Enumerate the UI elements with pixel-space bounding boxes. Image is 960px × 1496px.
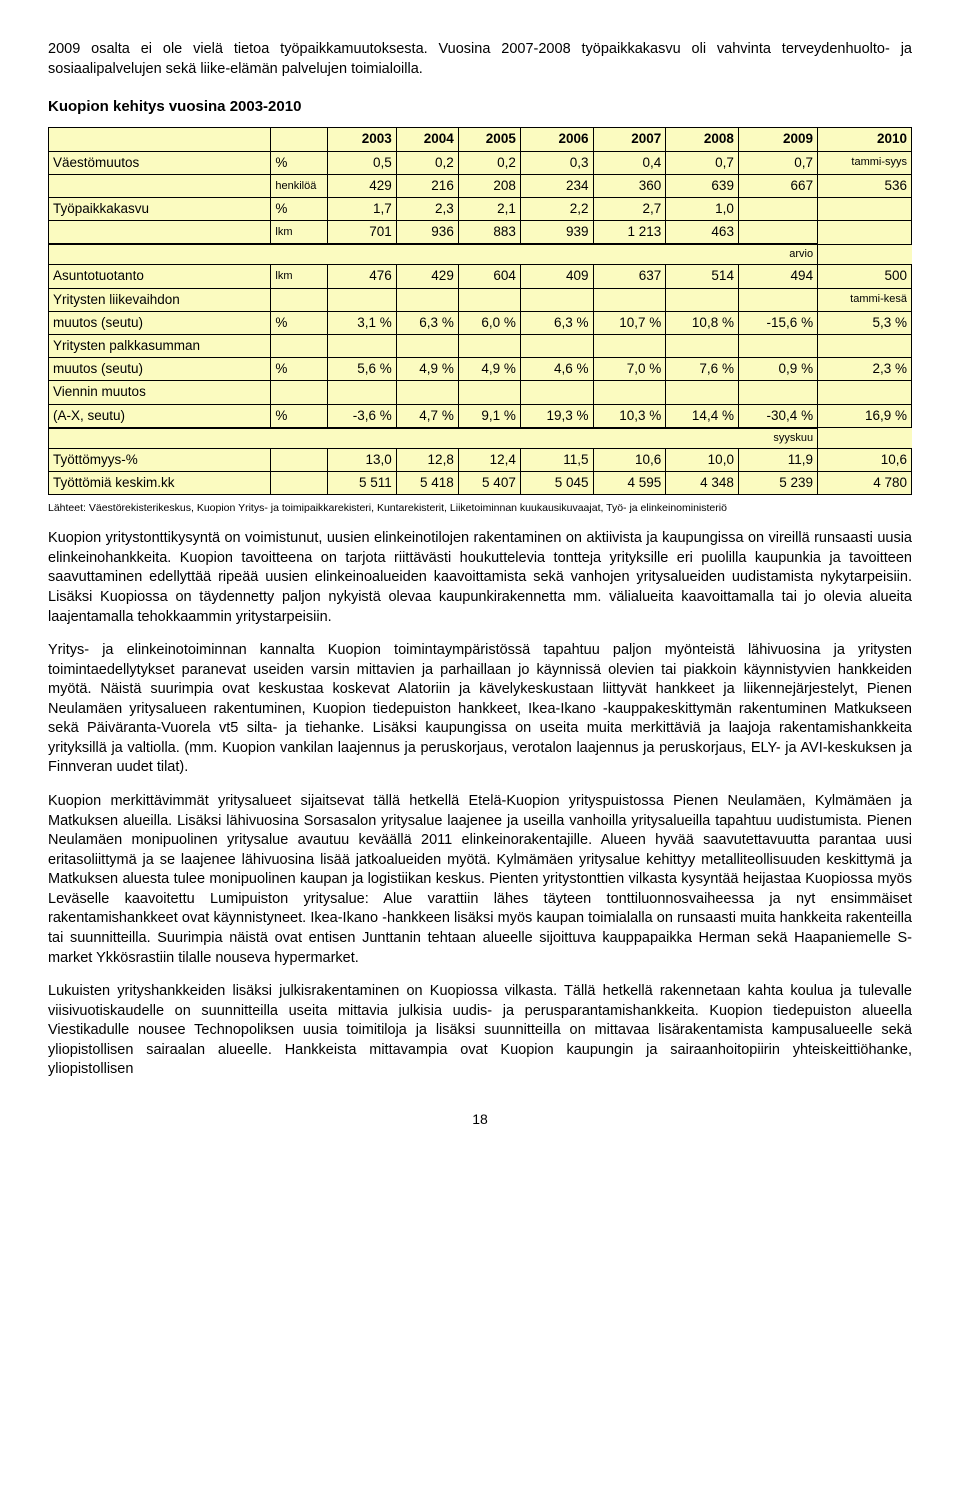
- table-heading: Kuopion kehitys vuosina 2003-2010: [48, 97, 912, 117]
- data-table: 2003200420052006 2007200820092010 Väestö…: [48, 127, 912, 495]
- body-para-4: Lukuisten yrityshankkeiden lisäksi julki…: [48, 982, 912, 1080]
- source-line: Lähteet: Väestörekisterikeskus, Kuopion …: [48, 501, 912, 515]
- body-para-1: Kuopion yritystonttikysyntä on voimistun…: [48, 529, 912, 627]
- body-para-3: Kuopion merkittävimmät yritysalueet sija…: [48, 792, 912, 968]
- body-para-2: Yritys- ja elinkeinotoiminnan kannalta K…: [48, 641, 912, 778]
- intro-paragraph: 2009 osalta ei ole vielä tietoa työpaikk…: [48, 40, 912, 79]
- page-number: 18: [48, 1110, 912, 1129]
